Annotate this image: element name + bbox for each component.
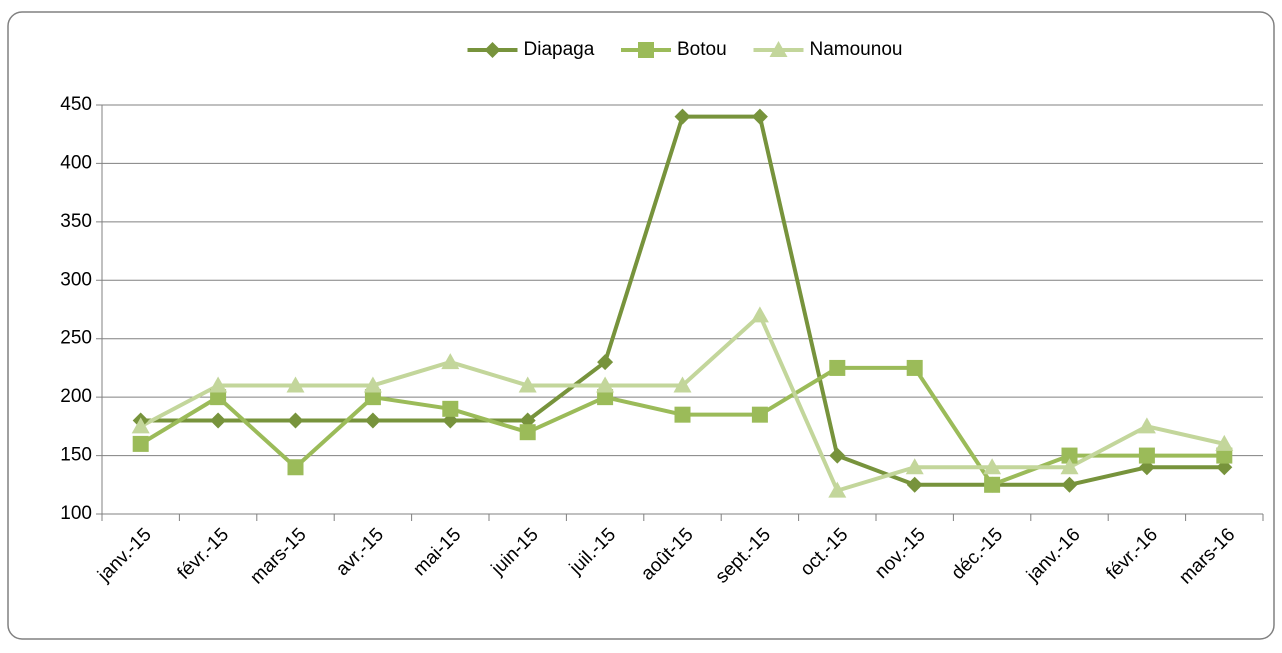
data-point xyxy=(1060,458,1079,475)
data-point xyxy=(984,476,1001,493)
data-point xyxy=(364,389,381,406)
data-point xyxy=(674,108,691,125)
data-point xyxy=(131,417,150,434)
chart-frame xyxy=(7,11,1275,640)
data-point xyxy=(751,406,768,423)
y-tick-label: 250 xyxy=(60,328,92,349)
legend-label: Namounou xyxy=(810,39,903,60)
data-point xyxy=(287,459,304,476)
data-point xyxy=(751,108,768,125)
data-point xyxy=(1061,447,1078,464)
data-point xyxy=(596,376,615,393)
data-point xyxy=(364,412,381,429)
data-point xyxy=(441,353,460,370)
data-point xyxy=(1137,417,1156,434)
data-point xyxy=(363,376,382,393)
data-point xyxy=(286,376,305,393)
data-point xyxy=(132,435,149,452)
y-tick-label: 300 xyxy=(60,269,92,290)
data-point xyxy=(673,376,692,393)
data-point xyxy=(905,458,924,475)
legend-marker xyxy=(638,42,654,58)
data-point xyxy=(750,306,769,323)
data-point xyxy=(518,376,537,393)
data-point xyxy=(597,354,614,371)
data-point xyxy=(1216,447,1233,464)
legend-label: Diapaga xyxy=(524,39,595,60)
data-point xyxy=(519,424,536,441)
y-tick-label: 100 xyxy=(60,503,92,524)
data-point xyxy=(597,389,614,406)
data-point xyxy=(829,359,846,376)
data-point xyxy=(829,447,846,464)
y-tick-label: 200 xyxy=(60,386,92,407)
data-point xyxy=(828,481,847,498)
data-point xyxy=(983,458,1002,475)
data-point xyxy=(210,389,227,406)
data-point xyxy=(442,400,459,417)
data-point xyxy=(210,412,227,429)
data-point xyxy=(209,376,228,393)
data-point xyxy=(287,412,304,429)
data-point xyxy=(1138,447,1155,464)
data-point xyxy=(906,476,923,493)
data-point xyxy=(674,406,691,423)
y-tick-label: 350 xyxy=(60,211,92,232)
data-point xyxy=(1215,434,1234,451)
data-point xyxy=(1061,476,1078,493)
legend-label: Botou xyxy=(677,39,727,60)
legend-marker xyxy=(769,41,788,57)
data-point xyxy=(906,359,923,376)
y-tick-label: 400 xyxy=(60,152,92,173)
legend-marker xyxy=(484,42,501,58)
y-tick-label: 450 xyxy=(60,94,92,115)
y-tick-label: 150 xyxy=(60,445,92,466)
